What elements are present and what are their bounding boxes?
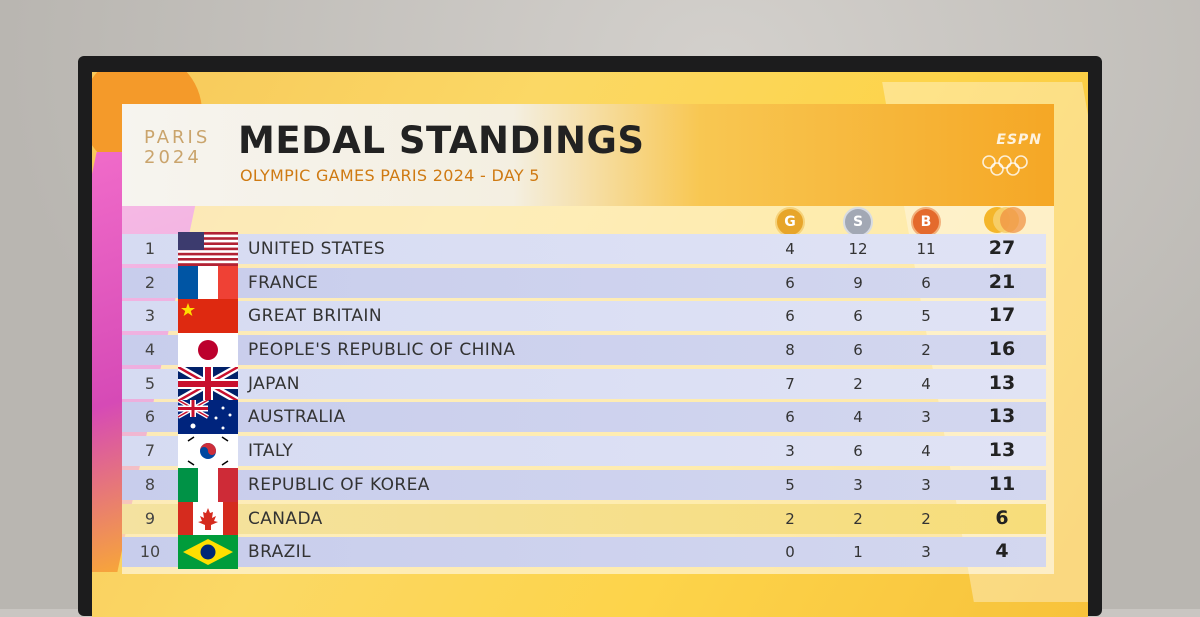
- espn-logo: ESPN: [996, 132, 1042, 148]
- total-count: 11: [988, 472, 1016, 495]
- table-row: 5 JAPAN 7 2 4 13: [122, 366, 1054, 401]
- silver-count: 3: [853, 475, 863, 494]
- tv-screen: PARIS 2024 MEDAL STANDINGS OLYMPIC GAMES…: [92, 72, 1088, 617]
- silver-count: 1: [853, 543, 863, 562]
- gold-count: 6: [785, 273, 795, 292]
- rank-cell: 6: [144, 407, 156, 427]
- gold-count: 6: [785, 408, 795, 427]
- logo-line: 2024: [144, 147, 202, 168]
- country-name: REPUBLIC OF KOREA: [248, 474, 430, 495]
- total-count: 13: [988, 439, 1016, 462]
- silver-count: 12: [848, 240, 868, 258]
- bronze-count: 3: [921, 543, 931, 562]
- rank-cell: 1: [144, 239, 156, 258]
- total-medals-icon: [984, 207, 1026, 233]
- silver-count: 6: [853, 341, 863, 360]
- total-count: 13: [988, 371, 1016, 394]
- gold-count: 8: [785, 341, 795, 360]
- country-name: GREAT BRITAIN: [248, 306, 382, 327]
- country-name: FRANCE: [248, 272, 319, 293]
- gold-count: 7: [785, 374, 795, 393]
- gold-medal-icon: G: [775, 207, 805, 237]
- header-banner: PARIS 2024 MEDAL STANDINGS OLYMPIC GAMES…: [122, 104, 1054, 206]
- table-row: 8 REPUBLIC OF KOREA 5 3 3 11: [122, 467, 1054, 502]
- rank-cell: 7: [144, 441, 156, 461]
- total-count: 6: [995, 506, 1009, 529]
- rank-cell: 4: [144, 340, 156, 360]
- standings-table: 1 UNITED STATES 4 12 11 27 2 FRANCE 6 9 …: [122, 232, 1054, 570]
- china-flag-icon: [178, 299, 238, 334]
- italy-flag-icon: [178, 467, 238, 502]
- gold-count: 6: [785, 307, 795, 326]
- table-row: 2 FRANCE 6 9 6 21: [122, 265, 1054, 300]
- country-name: JAPAN: [248, 373, 300, 394]
- gold-count: 0: [785, 543, 795, 562]
- total-count: 17: [988, 304, 1016, 327]
- total-count: 21: [988, 270, 1016, 293]
- paris-2024-logo: PARIS 2024: [144, 128, 210, 168]
- table-row: 3 GREAT BRITAIN 6 6 5 17: [122, 299, 1054, 334]
- logo-line: PARIS: [144, 127, 211, 148]
- usa-flag-icon: [178, 232, 238, 266]
- bronze-count: 11: [916, 240, 936, 258]
- rank-cell: 8: [144, 474, 156, 494]
- table-row: 4 PEOPLE'S REPUBLIC OF CHINA 8 6 2 16: [122, 333, 1054, 368]
- japan-flag-icon: [178, 333, 238, 368]
- bronze-count: 2: [921, 341, 931, 360]
- silver-count: 2: [853, 509, 863, 528]
- silver-count: 6: [853, 442, 863, 461]
- olympic-rings-icon: [982, 155, 1028, 176]
- page-title: MEDAL STANDINGS: [238, 119, 645, 162]
- bronze-count: 5: [921, 307, 931, 326]
- bronze-medal-icon: B: [911, 207, 941, 237]
- country-name: UNITED STATES: [248, 239, 386, 259]
- silver-count: 9: [853, 273, 863, 292]
- rank-cell: 2: [144, 272, 156, 292]
- country-name: ITALY: [248, 441, 294, 462]
- korea-flag-icon: [178, 434, 238, 469]
- table-row: 6 AUSTRALIA 6 4 3 13: [122, 400, 1054, 435]
- brazil-flag-icon: [178, 535, 238, 570]
- gold-count: 2: [785, 509, 795, 528]
- rank-cell: 3: [144, 306, 156, 326]
- rank-cell: 5: [144, 373, 156, 393]
- rank-cell: 9: [144, 508, 156, 528]
- silver-count: 6: [853, 307, 863, 326]
- bronze-count: 3: [921, 475, 931, 494]
- total-count: 4: [995, 540, 1009, 563]
- gold-count: 5: [785, 475, 795, 494]
- france-flag-icon: [178, 265, 238, 300]
- silver-count: 2: [853, 374, 863, 393]
- country-name: PEOPLE'S REPUBLIC OF CHINA: [248, 340, 516, 361]
- gold-count: 4: [785, 240, 795, 258]
- table-row: 1 UNITED STATES 4 12 11 27: [122, 232, 1054, 266]
- bronze-count: 4: [921, 374, 931, 393]
- country-name: CANADA: [248, 508, 323, 529]
- total-count: 16: [988, 338, 1016, 361]
- total-count: 13: [988, 405, 1016, 428]
- bronze-count: 3: [921, 408, 931, 427]
- total-count: 27: [988, 237, 1016, 259]
- silver-count: 4: [853, 408, 863, 427]
- gold-count: 3: [785, 442, 795, 461]
- country-name: BRAZIL: [248, 542, 311, 563]
- bronze-count: 4: [921, 442, 931, 461]
- canada-flag-icon: [178, 501, 238, 536]
- bronze-count: 2: [921, 509, 931, 528]
- table-row: 9 CANADA 2 2 2 6: [122, 501, 1054, 536]
- rank-cell: 10: [139, 542, 161, 562]
- australia-flag-icon: [178, 400, 238, 435]
- uk-flag-icon: [178, 366, 238, 401]
- table-row: 10 BRAZIL 0 1 3 4: [122, 535, 1054, 570]
- country-name: AUSTRALIA: [248, 407, 346, 428]
- bronze-count: 6: [921, 273, 931, 292]
- table-row: 7 ITALY 3 6 4 13: [122, 434, 1054, 469]
- page-subtitle: OLYMPIC GAMES PARIS 2024 - DAY 5: [240, 166, 540, 185]
